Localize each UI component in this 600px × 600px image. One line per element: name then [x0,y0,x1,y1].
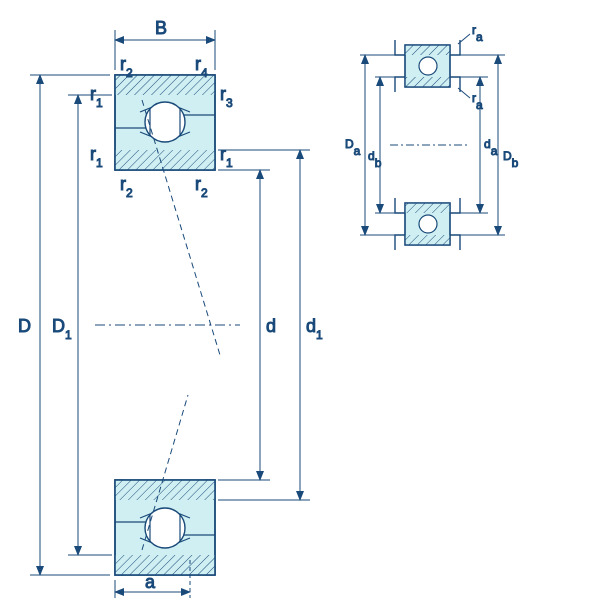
inset-view: ra ra Da db da Db [345,23,519,250]
label-ra-t: ra [472,23,483,44]
bearing-diagram: B r2 r4 r1 r3 r1 r1 r2 r2 D D1 [0,0,600,600]
dim-d: d [218,170,276,480]
label-r1-tl: r1 [90,84,103,110]
label-r2-bl: r2 [120,174,133,200]
main-view: B r2 r4 r1 r3 r1 r1 r2 r2 D D1 [18,18,323,598]
label-B: B [155,18,167,38]
label-d1: d1 [306,316,323,342]
label-Db: Db [503,149,519,170]
label-r2-br: r2 [195,174,208,200]
label-Da: Da [345,137,361,158]
label-ra-b: ra [472,91,483,112]
label-a: a [145,572,156,592]
label-da: da [484,137,498,158]
label-d: d [266,316,276,336]
label-D1: D1 [52,316,72,342]
label-D: D [18,316,31,336]
label-r1-br: r1 [220,144,233,170]
label-r1-bl: r1 [90,144,103,170]
label-r3: r3 [220,84,233,110]
ball-bottom [145,508,185,548]
ball-top [145,102,185,142]
